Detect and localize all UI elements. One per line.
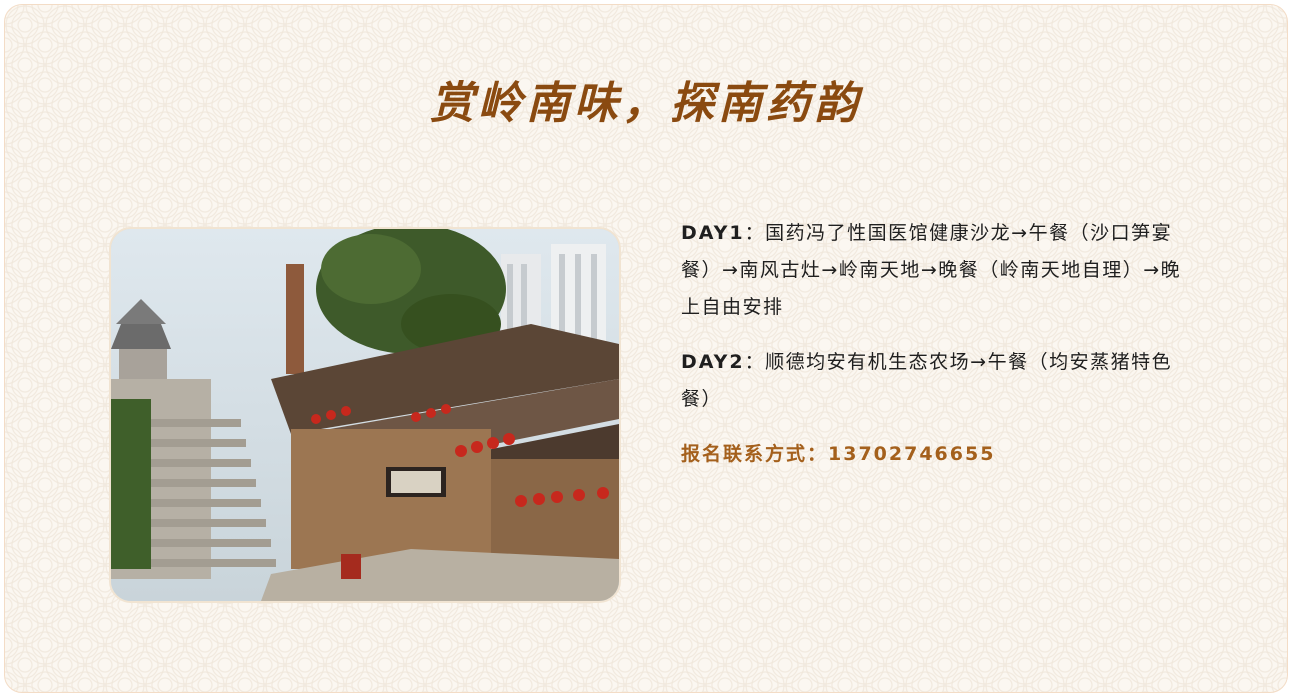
contact-phone: 13702746655: [828, 443, 996, 465]
day2-label: DAY2: [681, 351, 745, 373]
day2-separator: ：: [744, 351, 766, 373]
day1-text: 国药冯了性国医馆健康沙龙→午餐（沙口笋宴餐）→南风古灶→岭南天地→晚餐（岭南天地…: [681, 222, 1182, 318]
day2-text: 顺德均安有机生态农场→午餐（均安蒸猪特色餐）: [681, 351, 1173, 410]
promo-card: 赏岭南味，探南药韵: [4, 4, 1288, 693]
itinerary-day2: DAY2：顺德均安有机生态农场→午餐（均安蒸猪特色餐）: [681, 344, 1201, 418]
itinerary-day1: DAY1：国药冯了性国医馆健康沙龙→午餐（沙口笋宴餐）→南风古灶→岭南天地→晚餐…: [681, 215, 1201, 326]
contact-info: 报名联系方式：13702746655: [681, 436, 1201, 473]
page-title: 赏岭南味，探南药韵: [430, 78, 862, 129]
day1-separator: ：: [744, 222, 766, 244]
village-photo: [109, 227, 621, 603]
ancient-village-street-photo-icon: [111, 229, 619, 601]
itinerary-content: DAY1：国药冯了性国医馆健康沙龙→午餐（沙口笋宴餐）→南风古灶→岭南天地→晚餐…: [681, 215, 1201, 492]
contact-label: 报名联系方式：: [681, 443, 829, 465]
day1-label: DAY1: [681, 222, 745, 244]
